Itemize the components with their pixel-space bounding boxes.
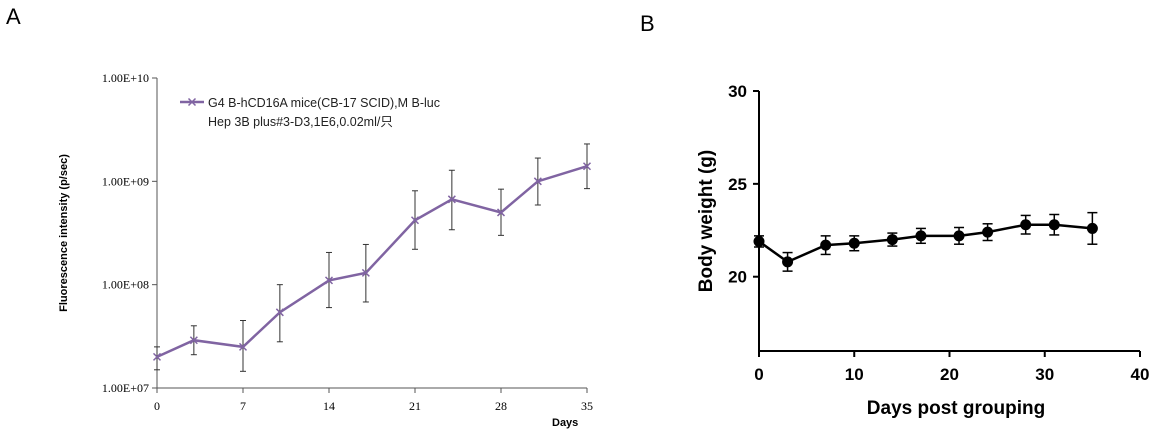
data-point (582, 162, 592, 171)
x-tick-label: 40 (1131, 365, 1150, 384)
data-point (915, 230, 927, 242)
data-point (953, 230, 965, 242)
data-point (189, 336, 198, 345)
panel-b-letter: B (640, 11, 655, 36)
legend-label-line-1: G4 B-hCD16A mice(CB-17 SCID),M B-luc (208, 96, 440, 110)
data-point (886, 234, 898, 246)
y-tick-label: 1.00E+09 (102, 174, 149, 188)
y-tick-label: 30 (728, 82, 747, 101)
data-point (238, 342, 248, 351)
x-tick-label: 30 (1035, 365, 1054, 384)
legend-marker (187, 97, 197, 107)
panel-b-chart: 20 25 30 0 10 20 30 40 Days post grouping Body we… (696, 82, 1149, 419)
data-point (275, 308, 284, 317)
x-tick-label: 35 (581, 399, 593, 413)
y-axis-label: Fluorescence intensity (p/sec) (58, 154, 70, 312)
series-line (156, 165, 588, 359)
data-point (782, 256, 794, 268)
data-point (1048, 219, 1060, 231)
data-point (324, 276, 334, 285)
data-point (533, 177, 542, 186)
panel-a-letter: A (6, 4, 21, 29)
legend-label-line-2: Hep 3B plus#3-D3,1E6,0.02ml/只 (208, 115, 393, 129)
data-point (753, 235, 765, 247)
y-tick-label: 1.00E+10 (102, 71, 149, 85)
data-point (820, 239, 832, 251)
data-point (848, 237, 860, 249)
y-tick-label: 25 (728, 175, 747, 194)
y-axis-label: Body weight (g) (696, 150, 717, 292)
data-point (1020, 219, 1032, 231)
x-axis-label: Days post grouping (867, 398, 1045, 419)
data-point (447, 195, 456, 204)
data-point (361, 268, 370, 277)
x-tick-label: 7 (240, 399, 246, 413)
x-tick-label: 14 (323, 399, 335, 413)
x-tick-label: 21 (409, 399, 421, 413)
data-point (982, 226, 994, 238)
x-tick-label: 0 (154, 399, 160, 413)
panel-a-chart: 1.00E+07 1.00E+08 1.00E+09 1.00E+10 0 7 14 21 28… (58, 71, 593, 429)
y-tick-label: 1.00E+07 (102, 381, 149, 395)
y-tick-label: 1.00E+08 (102, 278, 149, 292)
data-point (410, 216, 420, 225)
x-tick-label: 20 (940, 365, 959, 384)
x-tick-label: 10 (845, 365, 864, 384)
x-tick-label: 28 (495, 399, 507, 413)
y-tick-label: 20 (728, 268, 747, 287)
data-point (496, 208, 506, 217)
data-point (1086, 222, 1098, 234)
x-axis-label: Days (552, 417, 578, 429)
x-tick-label: 0 (754, 365, 763, 384)
data-point (152, 352, 162, 361)
